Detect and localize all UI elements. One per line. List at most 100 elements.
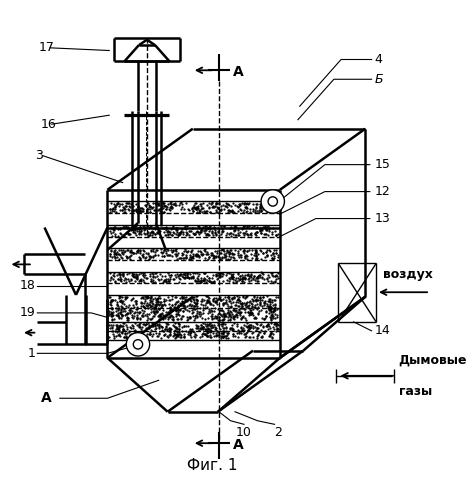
Point [269, 199, 277, 207]
Point [180, 322, 188, 330]
Point [205, 307, 212, 315]
Point [241, 314, 249, 322]
Point [143, 253, 150, 261]
Point [125, 328, 132, 336]
Point [225, 316, 232, 324]
Point [143, 330, 151, 338]
Point [221, 310, 229, 318]
Point [265, 274, 273, 281]
Point [215, 272, 223, 280]
Point [260, 322, 267, 330]
Point [260, 249, 267, 257]
Point [215, 253, 223, 261]
Point [179, 312, 186, 320]
Point [137, 331, 144, 339]
Point [218, 254, 226, 262]
Point [139, 302, 146, 310]
Point [138, 311, 146, 319]
Point [161, 208, 168, 216]
Point [170, 326, 178, 334]
Point [114, 324, 121, 332]
Point [216, 313, 223, 321]
Point [156, 294, 163, 302]
Point [147, 252, 155, 260]
Point [106, 204, 114, 212]
Point [171, 330, 179, 338]
Point [267, 306, 275, 314]
Point [164, 227, 171, 235]
Point [206, 224, 214, 232]
Point [210, 251, 217, 259]
Point [202, 299, 210, 307]
Point [253, 278, 260, 285]
Point [199, 302, 206, 310]
Point [213, 296, 221, 304]
Point [170, 246, 177, 254]
Point [145, 222, 152, 230]
Point [234, 204, 242, 212]
Point [147, 298, 155, 306]
Point [232, 306, 239, 314]
Point [166, 326, 174, 334]
Point [142, 324, 150, 332]
Point [187, 252, 194, 260]
Point [155, 330, 163, 338]
Point [152, 300, 159, 308]
Point [132, 328, 140, 336]
Point [145, 304, 152, 312]
Point [127, 331, 134, 339]
Point [133, 321, 140, 329]
Point [214, 312, 221, 320]
Point [252, 246, 259, 254]
Point [197, 278, 204, 285]
Point [106, 334, 113, 342]
Point [122, 329, 129, 337]
Point [201, 269, 209, 277]
Point [117, 310, 125, 318]
Point [238, 313, 246, 321]
Point [193, 324, 201, 332]
Point [217, 202, 225, 210]
Point [146, 253, 154, 261]
Point [159, 272, 166, 280]
Point [162, 205, 170, 213]
Point [214, 328, 221, 336]
Point [251, 302, 259, 310]
Point [262, 308, 269, 316]
Point [248, 254, 256, 262]
Point [173, 310, 181, 318]
Point [127, 304, 135, 312]
Point [168, 204, 175, 212]
Point [267, 329, 275, 337]
Point [261, 202, 269, 210]
Point [215, 200, 223, 207]
Point [225, 276, 233, 284]
Point [239, 274, 247, 281]
Point [120, 202, 127, 210]
Point [130, 228, 138, 236]
Point [133, 222, 140, 230]
Point [243, 294, 250, 302]
Point [219, 298, 227, 306]
Point [266, 224, 273, 232]
Point [106, 206, 114, 214]
Point [141, 292, 149, 300]
Point [198, 295, 205, 303]
Point [112, 326, 120, 334]
Point [136, 223, 144, 231]
Point [122, 252, 130, 260]
Point [113, 301, 121, 309]
Point [265, 297, 272, 305]
Point [177, 228, 185, 235]
Point [179, 298, 186, 306]
Point [244, 292, 251, 300]
Point [131, 319, 138, 327]
Point [162, 250, 170, 258]
Point [159, 248, 166, 256]
Point [210, 329, 217, 337]
Point [252, 249, 260, 257]
Point [241, 308, 249, 316]
Point [226, 324, 233, 332]
Point [122, 295, 129, 303]
Point [135, 208, 142, 216]
